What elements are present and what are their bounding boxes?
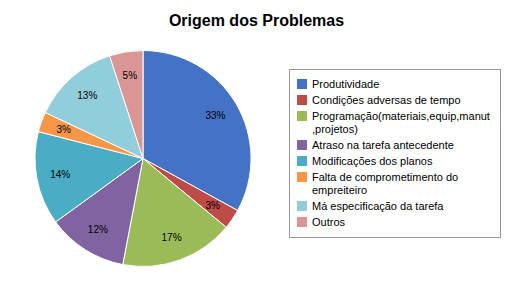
html-text:Atraso na tarefa antecedente: Atraso na tarefa antecedente — [312, 139, 454, 151]
svg-text:17%: 17% — [162, 232, 182, 243]
svg-text:3%: 3% — [205, 200, 220, 211]
html-text:Modificações dos planos: Modificações dos planos — [312, 155, 433, 167]
svg-text:13%: 13% — [77, 90, 97, 101]
html-text:Origem dos Problemas: Origem dos Problemas — [168, 12, 345, 29]
html-text:Falta de comprometimento do em: Falta de comprometimento do empreiteiro — [312, 171, 459, 196]
html-text:Produtividade: Produtividade — [312, 78, 380, 90]
svg-text:33%: 33% — [206, 110, 226, 121]
svg-text:5%: 5% — [123, 70, 138, 81]
svg-text:3%: 3% — [57, 124, 72, 135]
svg-text:12%: 12% — [88, 224, 108, 235]
html-text:Programação(materiais,equip,ma: Programação(materiais,equip,manut ,proje… — [312, 110, 490, 135]
html-text:Condições adversas de tempo: Condições adversas de tempo — [312, 94, 461, 106]
html-text:Má especificação da tarefa: Má especificação da tarefa — [312, 200, 444, 212]
svg-text:14%: 14% — [50, 169, 70, 180]
html-text:Outros: Outros — [312, 216, 345, 228]
